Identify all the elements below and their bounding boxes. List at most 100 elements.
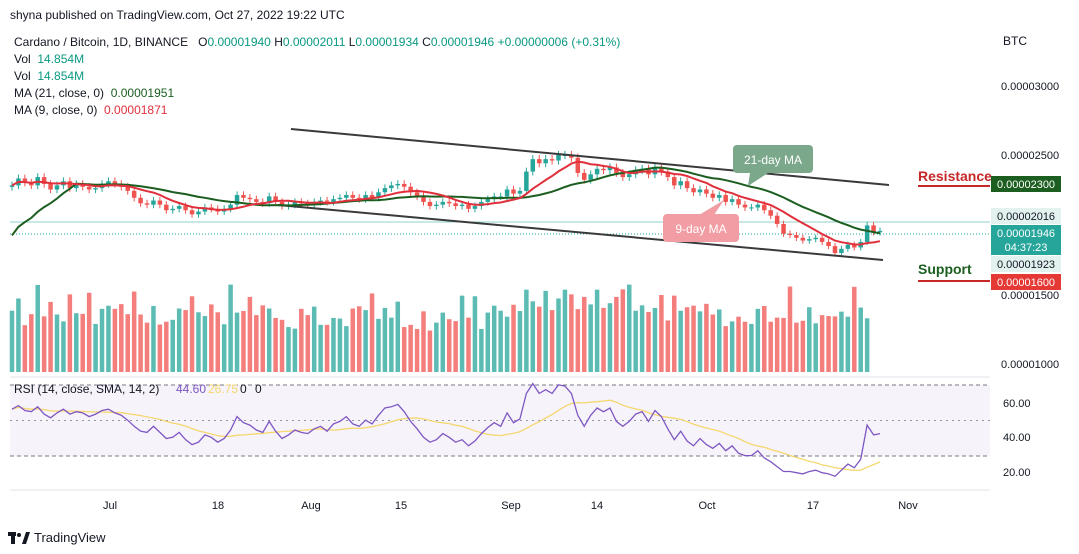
candle-body [659,167,664,172]
candle-body [530,159,536,172]
ma9-callout-text: 9-day MA [675,222,726,236]
price-tick: 0.00003000 [1001,81,1059,93]
ma9-callout[interactable]: 9-day MA [663,200,739,242]
ohlc-close: 0.00001946 [430,35,495,49]
volume-bar [852,286,857,372]
rsi-label[interactable]: RSI (14, close, SMA, 14, 2) [14,382,159,396]
volume-bar [543,290,548,372]
volume-bar [215,312,220,372]
time-tick: 15 [395,500,407,512]
candle-body [768,210,773,216]
volume-bar [318,324,323,372]
volume-bar [749,323,754,372]
volume-bar [466,317,471,372]
legend-vol-row-2: Vol 14.854M [14,68,620,85]
volume-bar [614,296,619,372]
volume-bar [414,328,420,372]
volume-bar [717,309,722,372]
ma21-callout[interactable]: 21-day MA [733,145,813,186]
candle-body [839,248,844,253]
rsi-axis[interactable]: 60.00 40.00 20.00 [1003,398,1031,479]
candle-body [337,197,343,200]
tradingview-logo[interactable]: TradingView [8,530,106,545]
volume-bar [189,296,195,372]
candle-body [807,239,812,241]
volume-bar [498,310,503,372]
volume-bar [665,320,671,372]
candle-body [704,189,709,194]
volume-bar [697,311,703,372]
candle-body [434,204,439,207]
candle-body [241,195,246,198]
last-price-badge-text: 0.00001946 [997,228,1055,240]
candle-body [459,204,465,207]
volume-bar [504,316,510,372]
candle-body [382,188,388,193]
vol-value-2: 14.854M [37,69,85,83]
volume-bar [588,304,593,372]
candle-body [369,195,375,198]
volume-bar [633,310,638,372]
candle-body [665,171,671,178]
ma9-label[interactable]: MA (9, close, 0) [14,103,98,117]
volume-bar [234,312,240,372]
volume-bar [807,307,812,372]
candle-body [138,197,143,204]
volume-bar [196,312,201,372]
volume-bar [266,308,272,372]
volume-bar [209,304,214,372]
candle-body [183,206,188,211]
volume-bar [119,304,124,372]
candle-body [376,192,381,198]
countdown-text: 04:37:23 [1005,242,1048,254]
candle-body [723,195,728,202]
channel-upper-line[interactable] [290,128,890,186]
volume-bar [170,319,175,372]
volume-bar [517,311,523,372]
volume-bar [819,315,825,372]
volume-bar [99,308,105,372]
volume-bar [549,310,555,372]
volume-bar [794,322,799,372]
candle-body [279,201,285,207]
candle-body [498,196,503,198]
candle-body [176,206,182,209]
candle-body [742,204,748,208]
volume-bar [241,311,246,372]
volume-bar [800,320,806,372]
time-tick: Sep [501,500,521,512]
time-tick: 14 [591,500,603,512]
time-tick: Aug [301,500,321,512]
candle-body [74,183,79,189]
volume-bar [41,316,47,372]
volume-bar [74,313,79,372]
volume-bar [607,303,613,372]
volume-bar [774,317,780,372]
candle-body [427,201,433,207]
volume-bar [363,310,368,372]
volume-bar [479,328,484,372]
candle-body [813,237,818,240]
volume-bar [704,303,709,372]
candle-body [164,204,169,211]
publisher-line: shyna published on TradingView.com, Oct … [10,8,345,22]
ohlc-low: 0.00001934 [355,35,419,49]
time-axis[interactable]: Jul 18 Aug 15 Sep 14 Oct 17 Nov [103,500,918,512]
symbol-title[interactable]: Cardano / Bitcoin, 1D, BINANCE [14,35,189,49]
volume-bar [556,298,561,372]
ma21-label[interactable]: MA (21, close, 0) [14,86,105,100]
price-axis[interactable]: 0.00003000 0.00002500 0.00001500 0.00001… [1001,81,1059,371]
candle-body [569,155,574,158]
candle-body [196,211,201,215]
price-tick: 0.00002500 [1001,150,1059,162]
candle-body [549,159,555,161]
rsi-extra-2: 0 [255,382,262,396]
channel-lower-line[interactable] [277,204,884,261]
candle-body [794,235,799,238]
candle-body [672,177,677,186]
candle-body [131,190,137,198]
volume-bar [299,308,304,372]
candle-body [832,246,838,253]
volume-bar [401,327,407,372]
